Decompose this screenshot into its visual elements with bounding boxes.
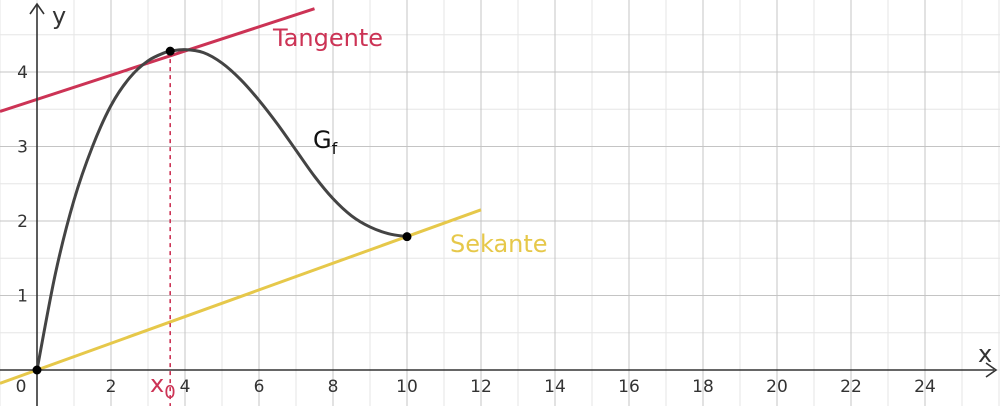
y-axis-label: y — [52, 2, 66, 30]
points — [32, 46, 412, 375]
x-tick-label: 10 — [396, 377, 418, 397]
x-tick-label: 4 — [180, 377, 191, 397]
series-line-g-f — [35, 48, 408, 371]
x-tick-label: 0 — [16, 377, 27, 397]
x-tick-label: 16 — [618, 377, 640, 397]
curve-label: Gf — [313, 126, 338, 158]
curve-label-subscript: f — [332, 139, 338, 158]
x-tick-label: 6 — [254, 377, 265, 397]
x-tick-label: 12 — [470, 377, 492, 397]
data-point — [32, 365, 42, 375]
secant-label: Sekante — [450, 230, 548, 258]
x0-label-subscript: 0 — [164, 382, 175, 403]
x-axis-arrow — [985, 362, 998, 378]
y-tick-label: 2 — [17, 212, 28, 232]
x-tick-label: 14 — [544, 377, 566, 397]
curve-label-main: G — [313, 126, 332, 154]
x-axis-label: x — [978, 340, 992, 368]
x-tick-label: 8 — [328, 377, 339, 397]
line-tangente — [0, 7, 315, 113]
y-tick-label: 3 — [17, 138, 28, 158]
x-tick-label: 18 — [692, 377, 714, 397]
x-tick-label: 24 — [914, 377, 936, 397]
data-point — [402, 232, 412, 242]
x-tick-label: 20 — [766, 377, 788, 397]
line-sekante — [0, 208, 482, 385]
data-point — [165, 46, 175, 56]
y-tick-label: 1 — [17, 287, 28, 307]
x-tick-label: 22 — [840, 377, 862, 397]
tangent-label: Tangente — [272, 24, 383, 52]
y-axis-arrow — [29, 2, 45, 15]
x0-label: x0 — [150, 370, 176, 403]
y-tick-label: 4 — [17, 63, 28, 83]
series — [35, 48, 408, 371]
x-tick-label: 2 — [106, 377, 117, 397]
x0-label-main: x — [150, 370, 164, 398]
reference-lines — [0, 7, 482, 385]
